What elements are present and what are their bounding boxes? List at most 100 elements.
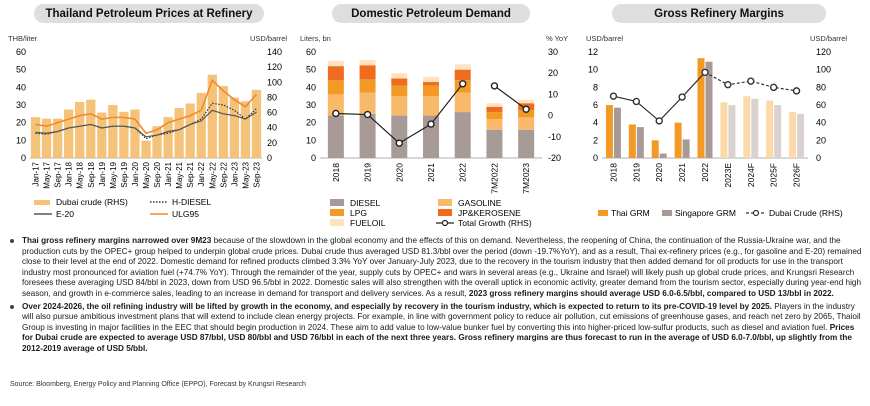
stack-segment-lpg: [423, 85, 439, 97]
y-tick-label: 50: [306, 65, 316, 75]
y-tick-label: 10: [588, 65, 598, 75]
total-growth-point: [522, 105, 530, 113]
x-tick-label: Sep-17: [54, 161, 63, 187]
x-tick-label: 2020: [654, 163, 664, 182]
legend-swatch: [438, 209, 452, 216]
thai-grm-bar: [651, 140, 659, 158]
y-tick-label: 2: [593, 135, 598, 145]
total-growth-point: [363, 110, 372, 119]
y-tick-label: 30: [306, 100, 316, 110]
y2-tick-label: -10: [548, 132, 561, 142]
thai-grm-bar: [697, 58, 705, 158]
y2-tick-label: 140: [267, 47, 282, 57]
y-tick-label: 6: [593, 100, 598, 110]
legend-label: Thai GRM: [611, 208, 650, 218]
singapore-grm-bar: [774, 105, 782, 158]
y-tick-label: 40: [16, 82, 26, 92]
legend-label: FUELOIL: [350, 218, 386, 228]
singapore-grm-bar: [659, 153, 667, 158]
legend-label: H-DIESEL: [172, 197, 211, 207]
legend-label: Dubai Crude (RHS): [769, 208, 843, 218]
dubai-crude-bar: [41, 118, 52, 158]
dubai-crude-point: [747, 77, 755, 85]
x-tick-label: Sep-21: [186, 161, 195, 187]
y2-tick-label: 40: [816, 118, 826, 128]
y-tick-label: 0: [311, 153, 316, 163]
legend-label: GASOLINE: [458, 198, 502, 208]
total-growth-point: [459, 80, 467, 88]
y-tick-label: 60: [16, 47, 26, 57]
x-tick-label: 2021: [426, 163, 436, 182]
thai-grm-bar: [789, 112, 797, 158]
legend-swatch: [330, 199, 344, 206]
dubai-crude-bar: [30, 117, 41, 158]
source-note: Source: Bloomberg, Energy Policy and Pla…: [10, 381, 306, 388]
legend-swatch: [330, 209, 344, 216]
legend-label: Singapore GRM: [675, 208, 736, 218]
legend-swatch: [662, 210, 672, 216]
y-tick-label: 4: [593, 118, 598, 128]
y2-tick-label: 80: [267, 92, 277, 102]
x-tick-label: 2022: [458, 163, 468, 182]
singapore-grm-bar: [751, 98, 759, 158]
stack-segment-jpkerosene: [391, 78, 408, 86]
dubai-crude-bar: [185, 103, 195, 158]
panel-title-thai-prices: Thailand Petroleum Prices at Refinery: [34, 4, 264, 23]
y2-tick-label: 100: [267, 77, 282, 87]
p2-body: Players in the industry will also pursue…: [22, 301, 861, 332]
dubai-crude-bar: [64, 109, 74, 158]
total-growth-point: [332, 109, 340, 118]
thai-grm-bar: [766, 100, 774, 158]
y-tick-label: 0: [593, 153, 598, 163]
legend-label: E-20: [56, 209, 74, 219]
x-tick-label: 2025F: [769, 163, 779, 187]
dubai-crude-bar: [141, 140, 151, 158]
x-tick-label: May-21: [175, 161, 184, 188]
y-tick-label: 0: [21, 153, 26, 163]
x-tick-label: 2021: [677, 163, 687, 182]
dubai-crude-bar: [52, 118, 63, 158]
total-growth-point: [395, 139, 403, 147]
y2-tick-label: 0: [548, 111, 553, 121]
dubai-crude-point: [769, 83, 778, 92]
chart3-right-unit: USD/barrel: [810, 34, 848, 43]
y2-tick-label: 20: [267, 138, 277, 148]
thai-grm-bar: [628, 124, 636, 158]
chart1-right-unit: USD/barrel: [250, 34, 288, 43]
x-tick-label: Sep-20: [153, 161, 162, 187]
x-tick-label: May-18: [76, 161, 85, 188]
stack-segment-fueloil: [486, 103, 503, 107]
stack-segment-fueloil: [391, 73, 408, 79]
stack-segment-diesel: [391, 115, 408, 158]
stack-segment-diesel: [518, 129, 535, 158]
dubai-crude-point: [701, 68, 709, 77]
stack-segment-jpkerosene: [454, 69, 471, 81]
y2-tick-label: 60: [816, 100, 826, 110]
x-tick-label: Sep-22: [219, 161, 228, 187]
dubai-crude-bar: [152, 126, 162, 158]
dubai-crude-line: [613, 71, 706, 122]
legend-label: DIESEL: [350, 198, 381, 208]
x-tick-label: 2022: [700, 163, 710, 182]
y2-tick-label: 0: [267, 153, 272, 163]
stack-segment-jpkerosene: [327, 66, 344, 81]
y-tick-label: 20: [306, 118, 316, 128]
y2-tick-label: 120: [816, 47, 831, 57]
p1-body: because of the slowdown in the global ec…: [22, 236, 862, 298]
legend-swatch: [752, 209, 760, 217]
stack-segment-diesel: [327, 115, 344, 158]
y2-tick-label: 80: [816, 82, 826, 92]
y2-tick-label: 100: [816, 65, 831, 75]
stack-segment-gasoline: [486, 119, 503, 130]
y-tick-label: 12: [588, 47, 598, 57]
total-growth-point: [490, 82, 499, 90]
dubai-crude-bar: [229, 97, 240, 158]
thai-grm-bar: [605, 105, 613, 158]
x-tick-label: Jan-21: [164, 161, 173, 186]
p2-conclusion: Prices for Dubai crude are expected to a…: [22, 322, 855, 353]
x-tick-label: Jan-17: [32, 161, 41, 186]
y2-tick-label: 120: [267, 62, 282, 72]
legend-label: JP&KEROSENE: [458, 208, 521, 218]
